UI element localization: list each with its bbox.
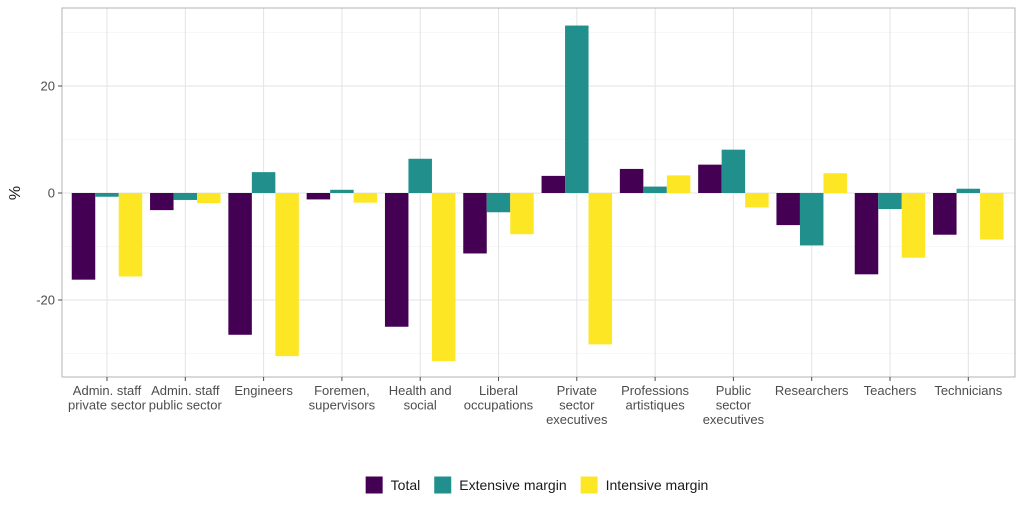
legend-key-intensive-margin xyxy=(580,476,598,494)
bar-extensive-margin-liberal-occupations xyxy=(486,193,511,213)
bar-total-researchers xyxy=(776,193,800,226)
bar-total-foremen-supervisors xyxy=(306,193,331,200)
bar-extensive-margin-engineers xyxy=(251,172,276,193)
x-tick-label-private-sector-executives: Private sector executives xyxy=(546,383,608,427)
legend: Total Extensive margin Intensive margin xyxy=(365,476,709,494)
x-tick-label-researchers: Researchers xyxy=(775,383,849,398)
legend-key-total xyxy=(365,476,383,494)
bar-total-professions-artistiques xyxy=(619,168,644,193)
legend-label-total: Total xyxy=(391,477,421,493)
x-tick-label-engineers: Engineers xyxy=(234,383,293,398)
bar-extensive-margin-public-sector-executives xyxy=(721,149,746,193)
bar-total-liberal-occupations xyxy=(463,193,487,254)
bar-total-admin-staff-public-sector xyxy=(150,193,174,211)
bar-extensive-margin-admin-staff-private-sector xyxy=(95,193,119,197)
x-tick-label-health-and-social: Health and social xyxy=(389,383,452,413)
bar-intensive-margin-engineers xyxy=(275,193,299,357)
bar-intensive-margin-researchers xyxy=(823,173,847,193)
legend-label-intensive-margin: Intensive margin xyxy=(606,477,709,493)
x-tick-label-foremen-supervisors: Foremen, supervisors xyxy=(309,383,376,413)
bar-total-admin-staff-private-sector xyxy=(71,193,96,280)
x-tick-label-professions-artistiques: Professions artistiques xyxy=(621,383,689,413)
bar-extensive-margin-foremen-supervisors xyxy=(330,189,354,193)
bar-intensive-margin-teachers xyxy=(901,193,926,258)
legend-label-extensive-margin: Extensive margin xyxy=(459,477,566,493)
bar-extensive-margin-health-and-social xyxy=(408,158,432,193)
bar-intensive-margin-technicians xyxy=(980,193,1004,240)
x-tick-label-admin-staff-private-sector: Admin. staff private sector xyxy=(68,383,147,413)
x-tick-label-public-sector-executives: Public sector executives xyxy=(703,383,765,427)
bar-total-engineers xyxy=(228,193,252,335)
bar-intensive-margin-private-sector-executives xyxy=(588,193,613,345)
bar-total-teachers xyxy=(854,193,879,275)
x-tick-label-liberal-occupations: Liberal occupations xyxy=(464,383,534,413)
bar-intensive-margin-admin-staff-private-sector xyxy=(118,193,143,277)
bar-total-technicians xyxy=(933,193,957,235)
y-tick-label: -20 xyxy=(36,293,55,308)
bar-total-private-sector-executives xyxy=(541,175,566,193)
bar-total-public-sector-executives xyxy=(698,164,722,193)
bar-intensive-margin-professions-artistiques xyxy=(666,175,691,193)
bar-intensive-margin-public-sector-executives xyxy=(745,193,769,208)
bar-total-health-and-social xyxy=(384,193,409,327)
bars-layer xyxy=(71,25,1004,361)
x-tick-label-admin-staff-public-sector: Admin. staff public sector xyxy=(149,383,223,413)
bar-intensive-margin-foremen-supervisors xyxy=(353,193,378,203)
grid-layer xyxy=(62,8,1015,377)
y-axis-title: % xyxy=(7,186,24,200)
bar-extensive-margin-private-sector-executives xyxy=(565,25,589,194)
bar-extensive-margin-researchers xyxy=(799,193,824,246)
bar-intensive-margin-admin-staff-public-sector xyxy=(197,193,221,204)
bar-extensive-margin-professions-artistiques xyxy=(643,186,667,193)
bar-extensive-margin-teachers xyxy=(878,193,902,210)
bar-extensive-margin-admin-staff-public-sector xyxy=(173,193,198,200)
y-tick-label: 20 xyxy=(41,79,55,94)
bar-extensive-margin-technicians xyxy=(956,188,981,193)
x-tick-label-teachers: Teachers xyxy=(864,383,917,398)
legend-key-extensive-margin xyxy=(434,476,452,494)
x-tick-label-technicians: Technicians xyxy=(934,383,1002,398)
y-tick-label: 0 xyxy=(48,186,55,201)
bar-intensive-margin-health-and-social xyxy=(431,193,456,361)
bar-intensive-margin-liberal-occupations xyxy=(510,193,534,235)
